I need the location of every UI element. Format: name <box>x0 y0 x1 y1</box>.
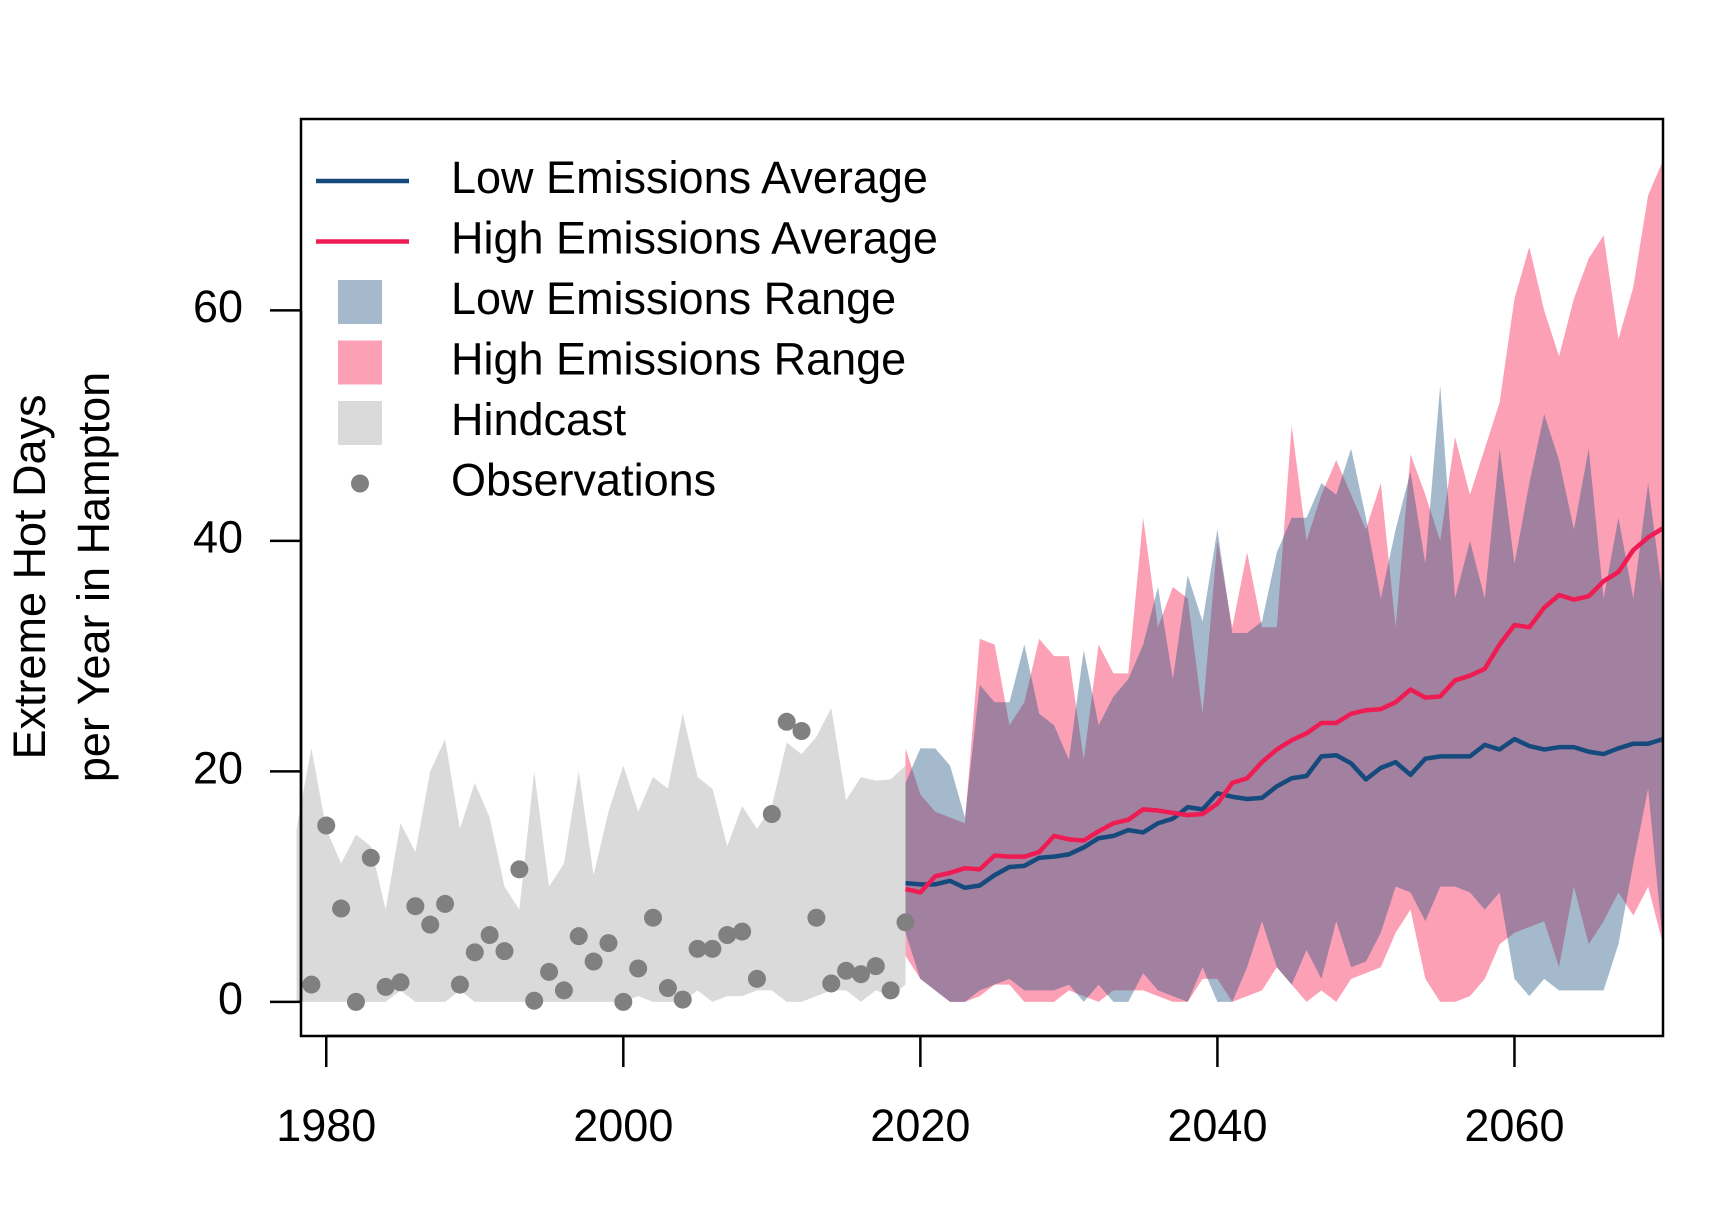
observation-point <box>822 974 841 993</box>
observation-point <box>450 975 469 994</box>
legend-label: High Emissions Average <box>451 212 938 263</box>
observation-point <box>658 979 677 998</box>
observation-point <box>762 805 781 824</box>
x-tick-label: 2060 <box>1464 1100 1564 1151</box>
observation-point <box>391 973 410 992</box>
observation-point <box>733 922 752 941</box>
legend-swatch <box>338 340 382 385</box>
legend-swatch <box>338 401 382 445</box>
average-line <box>904 526 1665 895</box>
y-tick-label: 60 <box>193 281 243 332</box>
legend-point <box>351 474 369 493</box>
observation-point <box>644 908 663 927</box>
observation-point <box>703 939 722 958</box>
y-axis-label: Extreme Hot Days <box>4 394 55 759</box>
x-tick-label: 2000 <box>573 1100 673 1151</box>
observation-point <box>540 962 559 981</box>
y-tick-label: 40 <box>193 512 243 563</box>
observation-point <box>436 894 455 913</box>
observation-point <box>807 908 826 927</box>
observation-point <box>480 926 499 945</box>
observation-point <box>673 990 692 1009</box>
legend-label: Observations <box>451 454 716 505</box>
x-tick-label: 1980 <box>276 1100 376 1151</box>
observation-point <box>510 860 529 879</box>
observation-point <box>747 969 766 988</box>
observation-point <box>837 961 856 980</box>
observation-point <box>584 952 603 971</box>
observation-point <box>792 722 811 741</box>
legend-label: Hindcast <box>451 394 627 445</box>
legend-swatch <box>338 280 382 324</box>
observation-point <box>332 899 351 918</box>
legend-label: Low Emissions Range <box>451 273 896 324</box>
average-line <box>905 736 1664 891</box>
x-tick-label: 2040 <box>1167 1100 1267 1151</box>
legend-label: High Emissions Range <box>451 333 906 384</box>
observation-point <box>851 965 870 984</box>
range-band <box>905 385 1663 1002</box>
range-band <box>296 707 906 1002</box>
observation-point <box>777 712 796 731</box>
x-tick-label: 2020 <box>870 1100 970 1151</box>
observation-point <box>569 927 588 946</box>
observation-point <box>614 992 633 1011</box>
observation-point <box>881 981 900 1000</box>
observation-point <box>406 897 425 916</box>
y-tick-label: 0 <box>218 973 243 1024</box>
observation-point <box>629 959 648 978</box>
observation-point <box>465 943 484 962</box>
y-axis-label: per Year in Hampton <box>68 372 119 782</box>
observation-point <box>317 816 336 835</box>
observation-point <box>376 977 395 996</box>
y-tick-label: 20 <box>193 742 243 793</box>
observation-point <box>525 991 544 1010</box>
observation-point <box>421 915 440 934</box>
observation-point <box>554 981 573 1000</box>
observation-point <box>718 926 737 945</box>
range-band <box>905 160 1663 1002</box>
observation-point <box>361 848 380 867</box>
observation-point <box>599 934 618 953</box>
observation-point <box>866 957 885 976</box>
observation-point <box>302 975 321 994</box>
observation-point <box>495 942 514 961</box>
observation-point <box>896 913 915 932</box>
legend-label: Low Emissions Average <box>451 152 928 203</box>
observation-point <box>346 992 365 1011</box>
observation-point <box>688 939 707 958</box>
